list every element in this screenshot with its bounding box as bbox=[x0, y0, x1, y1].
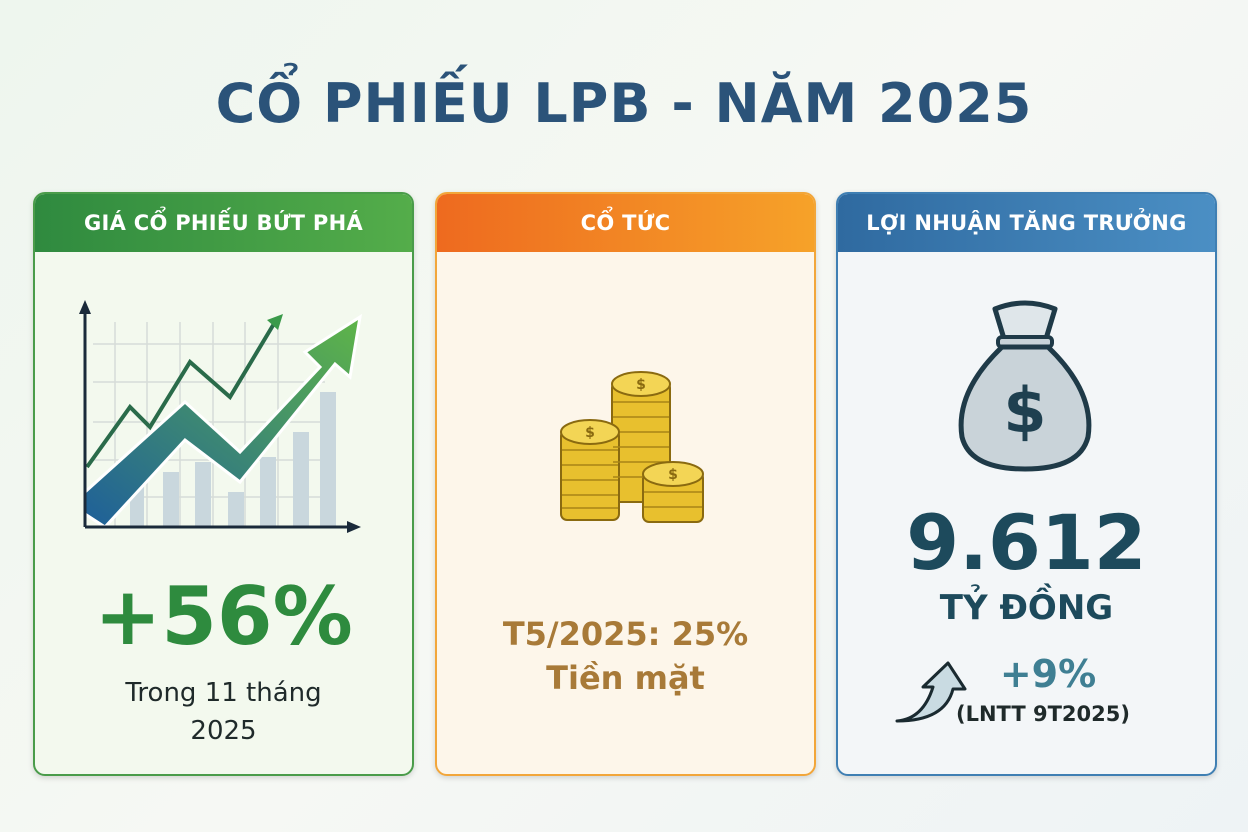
caption-line-1: Trong 11 tháng bbox=[125, 678, 322, 708]
profit-card: LỢI NHUẬN TĂNG TRƯỞNG $ 9.612 TỶ ĐỒNG +9… bbox=[836, 192, 1217, 776]
up-arrow-icon bbox=[895, 661, 967, 723]
page-title: CỔ PHIẾU LPB - NĂM 2025 bbox=[215, 72, 1033, 135]
profit-unit: TỶ ĐỒNG bbox=[939, 588, 1114, 628]
dividend-info: T5/2025: 25% Tiền mặt bbox=[437, 612, 814, 700]
coins-stack-icon: $ $ $ bbox=[560, 371, 704, 523]
price-change-value: +56% bbox=[94, 570, 353, 663]
money-bag-icon: $ bbox=[958, 300, 1092, 472]
dividend-type: Tiền mặt bbox=[546, 659, 705, 697]
caption-line-2: 2025 bbox=[190, 716, 257, 746]
profit-growth: +9% bbox=[999, 652, 1097, 696]
svg-text:$: $ bbox=[585, 425, 595, 441]
growth-chart-icon bbox=[79, 300, 363, 533]
stock-price-card: GIÁ CỔ PHIẾU BỨT PHÁ +56% Trong 11 tháng… bbox=[33, 192, 414, 776]
dividend-card: CỔ TỨC $ $ $ T5/2025: 25% Tiền mặt bbox=[435, 192, 816, 776]
card-header: LỢI NHUẬN TĂNG TRƯỞNG bbox=[838, 194, 1215, 252]
svg-text:$: $ bbox=[1003, 374, 1046, 447]
profit-value: 9.612 bbox=[906, 498, 1147, 587]
card-header: CỔ TỨC bbox=[437, 194, 814, 252]
profit-note: (LNTT 9T2025) bbox=[956, 702, 1130, 726]
svg-text:$: $ bbox=[636, 377, 646, 393]
card-header: GIÁ CỔ PHIẾU BỨT PHÁ bbox=[35, 194, 412, 252]
dividend-rate: T5/2025: 25% bbox=[502, 615, 749, 653]
svg-text:$: $ bbox=[668, 467, 678, 483]
price-change-caption: Trong 11 tháng 2025 bbox=[35, 674, 412, 750]
